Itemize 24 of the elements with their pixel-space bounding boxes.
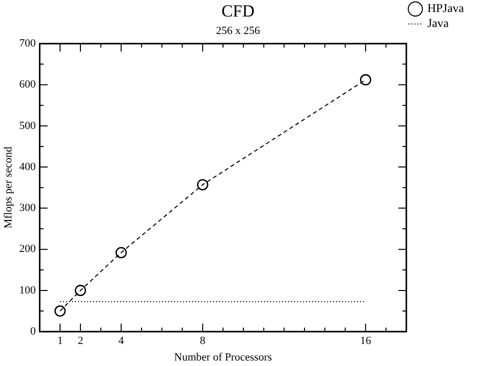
y-axis-title: Mflops per second bbox=[2, 146, 14, 229]
x-tick-label: 16 bbox=[360, 335, 372, 348]
x-tick-label: 1 bbox=[57, 335, 63, 348]
point bbox=[197, 179, 208, 190]
chart-subtitle: 256 x 256 bbox=[216, 24, 260, 37]
x-tick-label: 8 bbox=[200, 335, 206, 348]
y-tick-label: 500 bbox=[19, 120, 36, 132]
y-tick-label: 400 bbox=[19, 160, 36, 173]
y-tick-label: 300 bbox=[19, 202, 36, 214]
y-tick-label: 100 bbox=[19, 284, 36, 296]
x-tick-label: 2 bbox=[78, 335, 84, 348]
y-tick-label: 0 bbox=[30, 325, 36, 338]
legend-label: Java bbox=[427, 16, 450, 30]
point bbox=[360, 74, 372, 86]
chart-title: CFD bbox=[221, 2, 255, 21]
x-axis-title: Number of Processors bbox=[174, 351, 272, 364]
x-tick-label: 4 bbox=[118, 335, 124, 348]
point bbox=[54, 305, 66, 317]
legend-label: HPJava bbox=[427, 1, 465, 16]
point bbox=[116, 246, 127, 258]
y-tick-label: 200 bbox=[19, 243, 36, 256]
point bbox=[74, 284, 86, 296]
y-tick-label: 600 bbox=[19, 78, 36, 91]
y-tick-label: 700 bbox=[19, 37, 36, 50]
